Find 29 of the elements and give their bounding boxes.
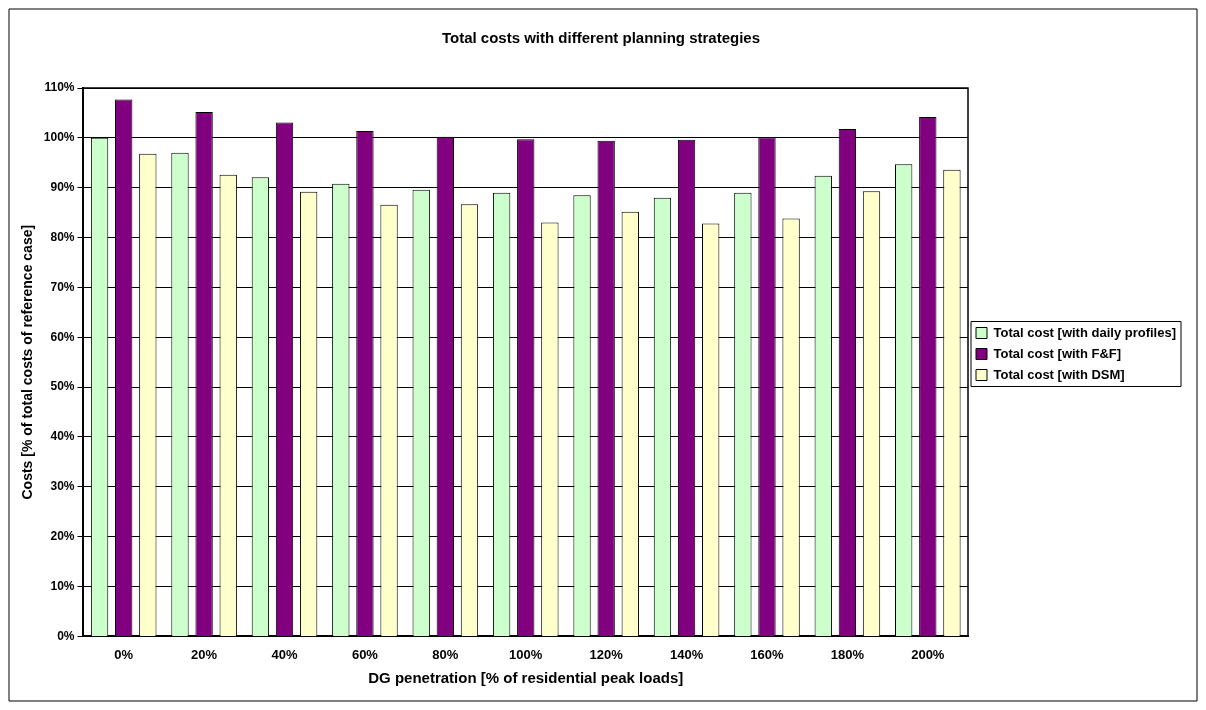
x-tick-label: 20% <box>191 646 218 662</box>
y-tick-label: 0% <box>57 628 75 643</box>
x-tick-label: 160% <box>750 646 785 662</box>
y-tick-label: 50% <box>50 379 75 394</box>
legend-label: Total cost [with DSM] <box>993 366 1125 382</box>
legend-label: Total cost [with daily profiles] <box>993 324 1176 340</box>
y-axis-title: Costs [% of total costs of reference case] <box>19 224 36 500</box>
x-axis-title: DG penetration [% of residential peak loads] <box>368 669 684 687</box>
y-tick-label: 70% <box>50 279 75 294</box>
x-tick-label: 140% <box>669 646 704 662</box>
x-tick-label: 180% <box>830 646 865 662</box>
legend-label: Total cost [with F&F] <box>993 345 1122 361</box>
y-tick-label: 90% <box>50 180 75 195</box>
x-tick-label: 120% <box>589 646 624 662</box>
x-tick-label: 60% <box>351 646 379 662</box>
x-tick-label: 80% <box>432 646 459 662</box>
y-tick-label: 30% <box>50 479 75 494</box>
y-tick-label: 110% <box>44 80 75 95</box>
y-tick-label: 60% <box>50 329 75 344</box>
y-tick-label: 100% <box>43 130 75 145</box>
y-tick-label: 20% <box>50 529 75 543</box>
x-tick-label: 200% <box>911 646 945 662</box>
y-tick-label: 40% <box>50 429 75 444</box>
x-tick-label: 0% <box>114 646 134 662</box>
chart-title: Total costs with different planning strategies <box>441 29 761 47</box>
y-tick-label: 80% <box>50 229 75 244</box>
x-tick-label: 100% <box>509 646 543 662</box>
x-tick-label: 40% <box>271 646 298 662</box>
y-tick-label: 10% <box>50 578 75 593</box>
